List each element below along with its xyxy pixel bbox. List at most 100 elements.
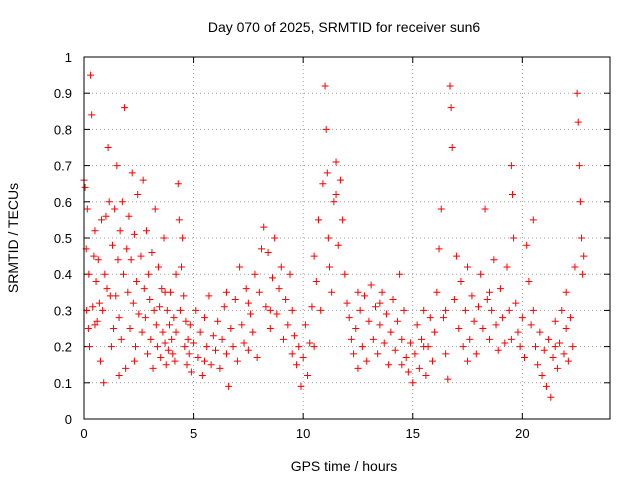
data-point <box>104 144 112 151</box>
data-point <box>129 299 137 307</box>
data-point <box>450 296 458 304</box>
data-point <box>447 104 455 112</box>
data-point <box>415 364 423 372</box>
data-point <box>512 299 520 307</box>
data-point <box>150 306 158 314</box>
data-point <box>477 270 485 278</box>
data-point <box>244 299 252 307</box>
data-point <box>138 328 146 336</box>
data-point <box>437 205 445 213</box>
data-point <box>253 353 261 361</box>
data-point <box>297 382 305 390</box>
data-point <box>207 361 215 369</box>
data-point <box>111 205 119 213</box>
data-point <box>123 245 131 253</box>
data-point <box>446 82 454 90</box>
data-point <box>310 343 318 351</box>
data-point <box>128 169 136 177</box>
data-point <box>262 303 270 311</box>
data-point <box>580 252 588 260</box>
data-point <box>398 335 406 343</box>
data-point <box>91 321 99 329</box>
data-point <box>306 339 314 347</box>
data-point <box>89 303 97 311</box>
data-point <box>304 372 312 380</box>
data-point <box>295 343 303 351</box>
data-point <box>312 277 320 285</box>
data-point <box>339 216 347 224</box>
data-point <box>214 317 222 325</box>
data-point <box>113 162 121 170</box>
data-point <box>369 335 377 343</box>
data-point <box>501 339 509 347</box>
y-tick-label: 0.1 <box>54 376 72 391</box>
data-point <box>325 263 333 271</box>
data-point <box>255 288 263 296</box>
data-point <box>439 314 447 322</box>
data-point <box>569 343 577 351</box>
data-point <box>556 339 564 347</box>
data-point <box>135 310 143 318</box>
data-point <box>145 270 153 278</box>
data-point <box>91 227 99 235</box>
data-point <box>411 350 419 358</box>
data-point <box>457 277 465 285</box>
data-point <box>185 350 193 358</box>
data-point <box>157 353 165 361</box>
data-point <box>382 310 390 318</box>
data-point <box>442 306 450 314</box>
data-point <box>345 314 353 322</box>
data-point <box>184 335 192 343</box>
y-tick-label: 0.6 <box>54 195 72 210</box>
data-point <box>115 314 123 322</box>
data-point <box>251 270 259 278</box>
data-point <box>231 296 239 304</box>
data-point <box>466 335 474 343</box>
data-point <box>308 303 316 311</box>
data-point <box>579 270 587 278</box>
y-tick-label: 0 <box>65 412 72 427</box>
data-point <box>164 346 172 354</box>
data-point <box>94 256 102 264</box>
data-point <box>266 306 274 314</box>
data-point <box>525 277 533 285</box>
data-point <box>122 364 130 372</box>
data-point <box>470 317 478 325</box>
data-point <box>139 176 147 184</box>
data-point <box>564 357 572 365</box>
data-point <box>363 357 371 365</box>
data-point <box>483 296 491 304</box>
data-point <box>284 321 292 329</box>
data-point <box>293 361 301 369</box>
data-point <box>288 350 296 358</box>
data-point <box>85 270 93 278</box>
data-point <box>158 285 166 293</box>
data-point <box>277 263 285 271</box>
x-tick-label: 20 <box>515 426 529 441</box>
data-point <box>551 343 559 351</box>
data-point <box>301 321 309 329</box>
data-point <box>531 343 539 351</box>
data-point <box>275 285 283 293</box>
data-point <box>334 241 342 249</box>
data-point <box>178 263 186 271</box>
data-point <box>142 227 150 235</box>
data-point <box>459 343 467 351</box>
data-point <box>529 216 537 224</box>
data-point <box>354 364 362 372</box>
data-point <box>380 339 388 347</box>
y-tick-label: 0.3 <box>54 303 72 318</box>
data-point <box>212 346 219 354</box>
data-point <box>101 270 109 278</box>
data-point <box>507 335 515 343</box>
data-point <box>107 343 115 351</box>
data-point <box>264 248 272 256</box>
data-point <box>124 288 132 296</box>
data-point <box>112 292 120 300</box>
data-point <box>258 245 266 253</box>
data-point <box>144 350 152 358</box>
data-point <box>194 353 202 361</box>
y-tick-label: 0.7 <box>54 159 72 174</box>
data-point <box>464 263 472 271</box>
data-point <box>453 252 461 260</box>
